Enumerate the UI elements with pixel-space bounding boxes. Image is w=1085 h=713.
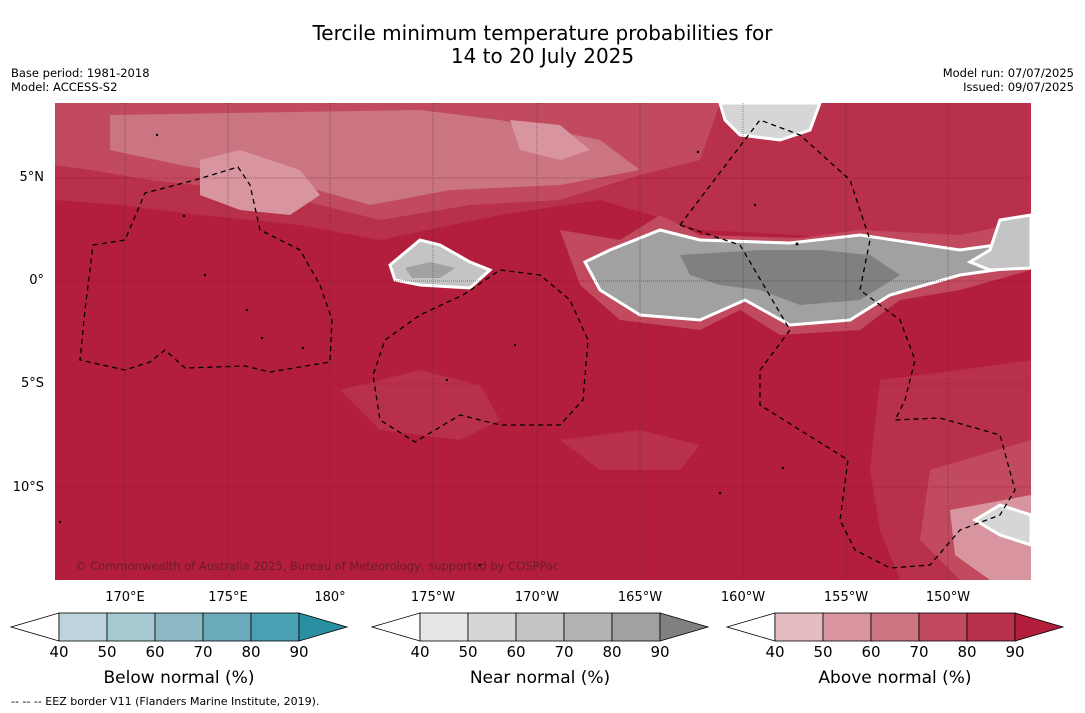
colorbar-segment <box>774 612 824 642</box>
tick: 60 <box>506 643 526 661</box>
lon-label-180: 180° <box>314 590 346 605</box>
tick: 90 <box>289 643 309 661</box>
near-normal-title: Near normal (%) <box>469 668 611 688</box>
colorbar-high-extend <box>659 612 710 642</box>
lat-label-10s: 10°S <box>12 480 44 495</box>
near-top-center <box>718 103 822 142</box>
colorbar-low-extend <box>725 612 776 642</box>
near-west-core <box>405 262 455 278</box>
meta-left: Base period: 1981-2018 Model: ACCESS-S2 <box>11 66 150 94</box>
tick: 70 <box>193 643 213 661</box>
lon-label-175e: 175°E <box>208 590 248 605</box>
above-50-north <box>200 150 320 215</box>
islands <box>58 133 799 567</box>
colorbar-low-extend <box>9 612 60 642</box>
above-60-north <box>110 110 640 205</box>
above-50-north-2 <box>510 120 590 160</box>
colorbar-high-extend <box>1014 612 1065 642</box>
colorbars <box>9 612 1065 642</box>
title-line-2: 14 to 20 July 2025 <box>450 44 635 68</box>
below-normal-colorbar <box>9 612 349 642</box>
issued-date: Issued: 09/07/2025 <box>963 80 1074 94</box>
lon-label-175w: 175°W <box>410 590 456 605</box>
lon-label-160w: 160°W <box>720 590 766 605</box>
lat-label-5n: 5°N <box>19 170 45 185</box>
eez-legend-note: -- -- -- EEZ border V11 (Flanders Marine… <box>11 695 320 708</box>
lat-label-0: 0° <box>29 273 44 288</box>
lat-label-5s: 5°S <box>20 376 44 391</box>
near-80-equator <box>680 250 900 305</box>
tick: 50 <box>97 643 117 661</box>
tick: 60 <box>861 643 881 661</box>
tick: 90 <box>1005 643 1025 661</box>
tick: 90 <box>650 643 670 661</box>
colorbar-segment <box>870 612 920 642</box>
map-fill <box>55 103 1031 580</box>
model-run: Model run: 07/07/2025 <box>942 66 1074 80</box>
tick: 70 <box>909 643 929 661</box>
tick: 40 <box>765 643 785 661</box>
tick: 80 <box>602 643 622 661</box>
lon-label-170w: 170°W <box>514 590 560 605</box>
colorbar-segment <box>106 612 156 642</box>
colorbar-segment <box>467 612 517 642</box>
tick: 50 <box>458 643 478 661</box>
model-name: Model: ACCESS-S2 <box>11 80 118 94</box>
colorbar-segment <box>250 612 300 642</box>
colorbar-low-extend <box>370 612 421 642</box>
lon-label-170e: 170°E <box>105 590 145 605</box>
colorbar-segment <box>918 612 968 642</box>
lon-label-150w: 150°W <box>925 590 971 605</box>
above-normal-title: Above normal (%) <box>818 668 972 688</box>
above-80-ne <box>850 103 1031 190</box>
tick: 60 <box>145 643 165 661</box>
colorbar-segment <box>58 612 108 642</box>
near-east-equator <box>966 213 1031 272</box>
tick: 70 <box>554 643 574 661</box>
colorbar-segment <box>202 612 252 642</box>
tick: 80 <box>241 643 261 661</box>
colorbar-segment <box>966 612 1016 642</box>
above-80-south <box>340 370 500 440</box>
colorbar-segment <box>419 612 469 642</box>
colorbar-segment <box>154 612 204 642</box>
colorbar-segment <box>822 612 872 642</box>
above-80-south-2 <box>560 430 700 470</box>
copyright-notice: © Commonwealth of Australia 2025, Bureau… <box>75 559 560 573</box>
graticule <box>55 103 1031 580</box>
tick: 50 <box>813 643 833 661</box>
below-normal-title: Below normal (%) <box>103 668 255 688</box>
tick: 40 <box>49 643 69 661</box>
colorbar-segment <box>515 612 565 642</box>
colorbar-segment <box>611 612 661 642</box>
eez-borders <box>79 119 1016 569</box>
colorbar-segment <box>563 612 613 642</box>
lon-label-165w: 165°W <box>617 590 663 605</box>
near-normal-colorbar <box>370 612 710 642</box>
tick: 40 <box>410 643 430 661</box>
tick: 80 <box>957 643 977 661</box>
title-line-1: Tercile minimum temperature probabilitie… <box>312 21 773 45</box>
lon-label-155w: 155°W <box>823 590 869 605</box>
meta-right: Model run: 07/07/2025 Issued: 09/07/2025 <box>943 66 1074 94</box>
base-period: Base period: 1981-2018 <box>11 66 150 80</box>
colorbar-high-extend <box>298 612 349 642</box>
map-title: Tercile minimum temperature probabilitie… <box>0 22 1085 68</box>
near-se <box>972 503 1031 547</box>
above-normal-colorbar <box>725 612 1065 642</box>
